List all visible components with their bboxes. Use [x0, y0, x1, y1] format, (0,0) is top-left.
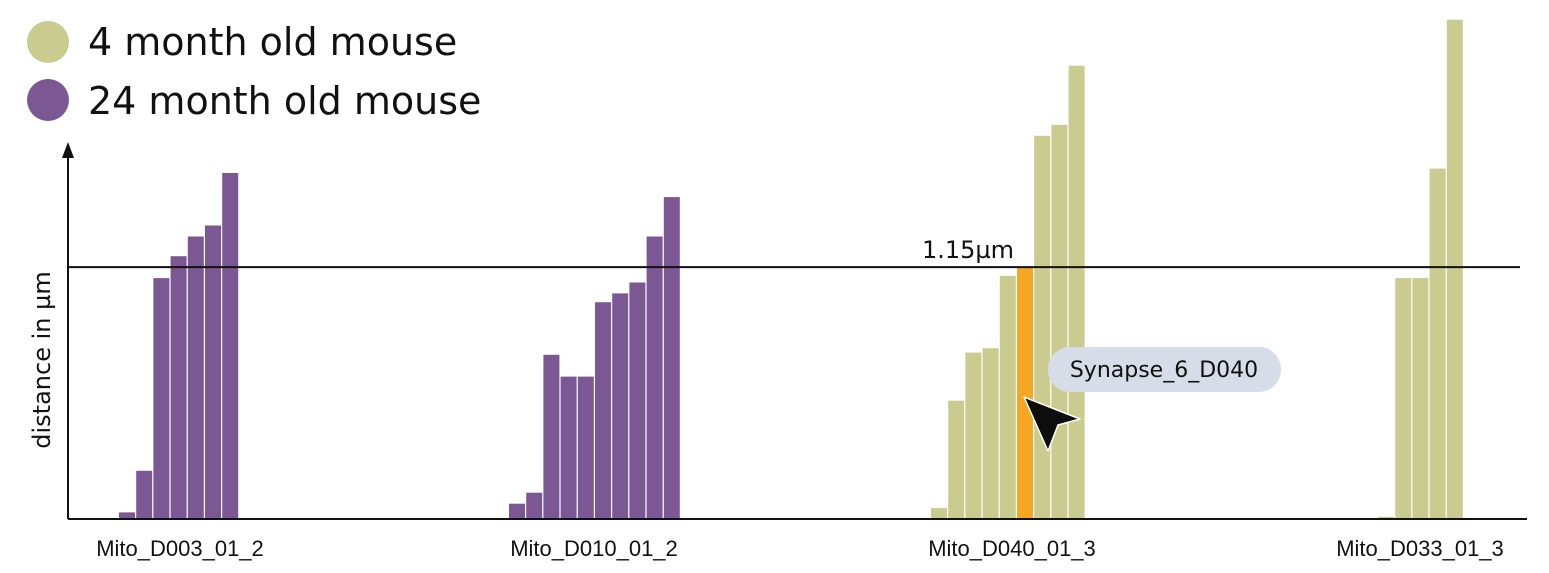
- bar[interactable]: [153, 278, 170, 519]
- bar[interactable]: [509, 503, 525, 519]
- legend-swatch-24-month: [27, 79, 69, 121]
- bar-highlighted[interactable]: [1017, 267, 1033, 519]
- legend-label-4-month: 4 month old mouse: [88, 20, 457, 64]
- bar[interactable]: [999, 275, 1016, 519]
- bar[interactable]: [931, 508, 947, 520]
- bar[interactable]: [543, 354, 560, 520]
- bar[interactable]: [1429, 168, 1446, 519]
- bar[interactable]: [612, 293, 629, 519]
- bar[interactable]: [965, 352, 982, 519]
- bar[interactable]: [577, 376, 594, 519]
- bar[interactable]: [948, 400, 965, 519]
- legend: 4 month old mouse 24 month old mouse: [27, 20, 481, 123]
- bar[interactable]: [982, 348, 999, 519]
- bar[interactable]: [1068, 65, 1085, 519]
- y-axis-label: distance in µm: [28, 271, 56, 448]
- x-tick-label: Mito_D010_01_2: [510, 536, 678, 561]
- bar[interactable]: [1446, 19, 1463, 519]
- bar[interactable]: [629, 282, 646, 520]
- mouse-cursor-icon: [1023, 396, 1081, 452]
- reference-line-group: 1.15µm: [68, 236, 1520, 269]
- bar[interactable]: [170, 256, 187, 519]
- legend-swatch-4-month: [27, 21, 69, 63]
- reference-line-label: 1.15µm: [922, 236, 1014, 264]
- legend-label-24-month: 24 month old mouse: [88, 79, 481, 123]
- bar[interactable]: [646, 236, 663, 520]
- bar[interactable]: [663, 197, 680, 519]
- x-axis: Mito_D003_01_2 Mito_D010_01_2 Mito_D040_01…: [68, 518, 1527, 561]
- bar[interactable]: [1051, 124, 1068, 520]
- bar[interactable]: [595, 302, 611, 519]
- bar[interactable]: [205, 225, 221, 520]
- x-tick-label: Mito_D033_01_3: [1336, 536, 1504, 561]
- bar[interactable]: [1034, 135, 1051, 520]
- bar[interactable]: [119, 512, 135, 519]
- tooltip: Synapse_6_D040: [1023, 347, 1281, 452]
- bar[interactable]: [526, 492, 543, 519]
- bar[interactable]: [187, 236, 204, 520]
- x-tick-label: Mito_D003_01_2: [96, 536, 264, 561]
- x-tick-labels: Mito_D003_01_2 Mito_D010_01_2 Mito_D040_01…: [96, 536, 1504, 561]
- bar[interactable]: [560, 376, 577, 519]
- tooltip-text: Synapse_6_D040: [1070, 358, 1258, 383]
- y-axis-arrow-icon: [62, 142, 74, 158]
- tooltip-box: [1048, 347, 1281, 392]
- bar[interactable]: [222, 173, 239, 519]
- bar[interactable]: [1378, 516, 1394, 519]
- y-axis: distance in µm: [28, 142, 74, 519]
- bar[interactable]: [136, 470, 153, 519]
- x-tick-label: Mito_D040_01_3: [928, 536, 1096, 561]
- bar[interactable]: [1412, 278, 1429, 519]
- bar[interactable]: [1395, 278, 1412, 519]
